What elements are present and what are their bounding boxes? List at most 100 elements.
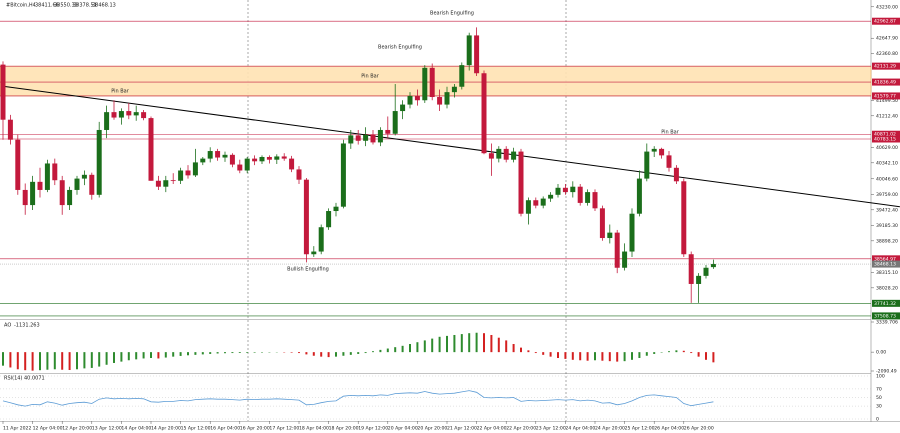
candle-body: [37, 181, 43, 190]
level-box: [872, 255, 900, 263]
candle-body: [437, 97, 443, 105]
x-tick-label: 20 Apr 20:00: [417, 426, 447, 432]
candle-body: [185, 170, 191, 176]
candle-body: [281, 156, 287, 159]
ao-bar: [253, 352, 256, 353]
ao-bar: [120, 352, 123, 362]
candle-body: [215, 151, 221, 158]
candle-body: [363, 134, 369, 141]
candle-body: [355, 135, 361, 141]
candle-body: [370, 134, 376, 143]
ao-bar: [39, 352, 41, 371]
ao-bar: [24, 352, 27, 371]
candle-body: [178, 170, 184, 181]
ao-bar: [113, 352, 115, 363]
ao-bar: [16, 352, 19, 370]
level-box: [872, 299, 900, 307]
candle-body: [192, 162, 198, 176]
candle-body: [89, 174, 95, 195]
candle-body: [540, 198, 546, 206]
level-box: [872, 135, 900, 143]
candle-body: [141, 112, 147, 119]
ao-bar: [497, 337, 500, 353]
ao-bar: [586, 352, 589, 361]
x-tick-label: 15 Apr 12:00: [181, 426, 211, 432]
ao-bar: [349, 352, 352, 355]
level-label: 40871.02: [874, 132, 896, 138]
level-box: [872, 312, 900, 320]
level-box: [872, 92, 900, 100]
ao-bar: [460, 334, 463, 353]
ao-bar: [564, 352, 567, 359]
ao-bar: [594, 352, 596, 361]
ao-bar: [616, 352, 619, 362]
y-tick-label: 38028.20: [876, 285, 898, 291]
ao-bar: [416, 342, 419, 353]
ao-bar: [135, 352, 138, 360]
candle-body: [585, 192, 591, 203]
ao-bar: [453, 334, 456, 353]
candle-body: [666, 155, 672, 168]
annotation: Pin Bar: [361, 74, 380, 80]
candle-body: [81, 174, 87, 179]
candle-body: [622, 251, 628, 268]
ao-bar: [98, 352, 101, 367]
y-tick-label: 41499.50: [876, 98, 898, 104]
x-tick-label: 14 Apr 20:00: [151, 426, 181, 432]
ao-bar: [238, 352, 241, 353]
ao-bar: [9, 352, 12, 368]
candle-body: [259, 156, 265, 162]
candle-body: [229, 154, 235, 165]
ao-bar: [53, 352, 56, 370]
y-tick-label: 42647.90: [876, 36, 898, 42]
candle-body: [673, 167, 679, 182]
candle-body: [636, 178, 642, 214]
candle-body: [104, 112, 110, 130]
ao-bar: [364, 352, 367, 354]
ao-bar: [209, 352, 212, 354]
ao-bar: [527, 350, 530, 353]
candle-body: [533, 200, 539, 206]
candle-body: [570, 186, 576, 193]
candle-body: [118, 111, 124, 118]
ao-bar: [682, 350, 685, 353]
candle-body: [525, 200, 531, 214]
candle-body: [274, 156, 280, 160]
candle-body: [163, 180, 169, 187]
ao-bar: [423, 340, 426, 353]
ao-bar: [335, 352, 337, 357]
trendline: [2, 85, 900, 208]
current-price-box: [872, 260, 900, 268]
candle-body: [222, 154, 228, 158]
ao-bar: [534, 352, 537, 354]
ao-bar: [379, 349, 382, 353]
header-value: 38378.51: [73, 3, 97, 9]
ao-bar: [483, 333, 485, 353]
candle-body: [511, 151, 517, 160]
indicator-value: -1131.263: [14, 323, 40, 329]
x-tick-label: 26 Apr 04:00: [654, 426, 684, 432]
y-tick-label: 0: [876, 417, 879, 423]
ao-bar: [357, 352, 360, 354]
candle-body: [592, 192, 598, 209]
level-label: 41836.49: [874, 80, 896, 86]
ao-bar: [601, 352, 604, 361]
candle-body: [52, 163, 58, 181]
candle-body: [303, 179, 309, 255]
ao-bar: [520, 347, 522, 353]
candle-body: [252, 158, 258, 162]
candle-body: [340, 143, 346, 207]
candle-body: [111, 112, 117, 118]
ao-bar: [290, 352, 293, 353]
candle-body: [392, 111, 398, 134]
candle-body: [7, 119, 13, 140]
y-tick-label: 38898.20: [876, 238, 898, 244]
ao-bar: [61, 352, 64, 370]
candle-body: [688, 254, 694, 284]
candle-body: [155, 180, 161, 187]
level-label: 37508.73: [874, 313, 896, 319]
ao-bar: [542, 352, 545, 355]
